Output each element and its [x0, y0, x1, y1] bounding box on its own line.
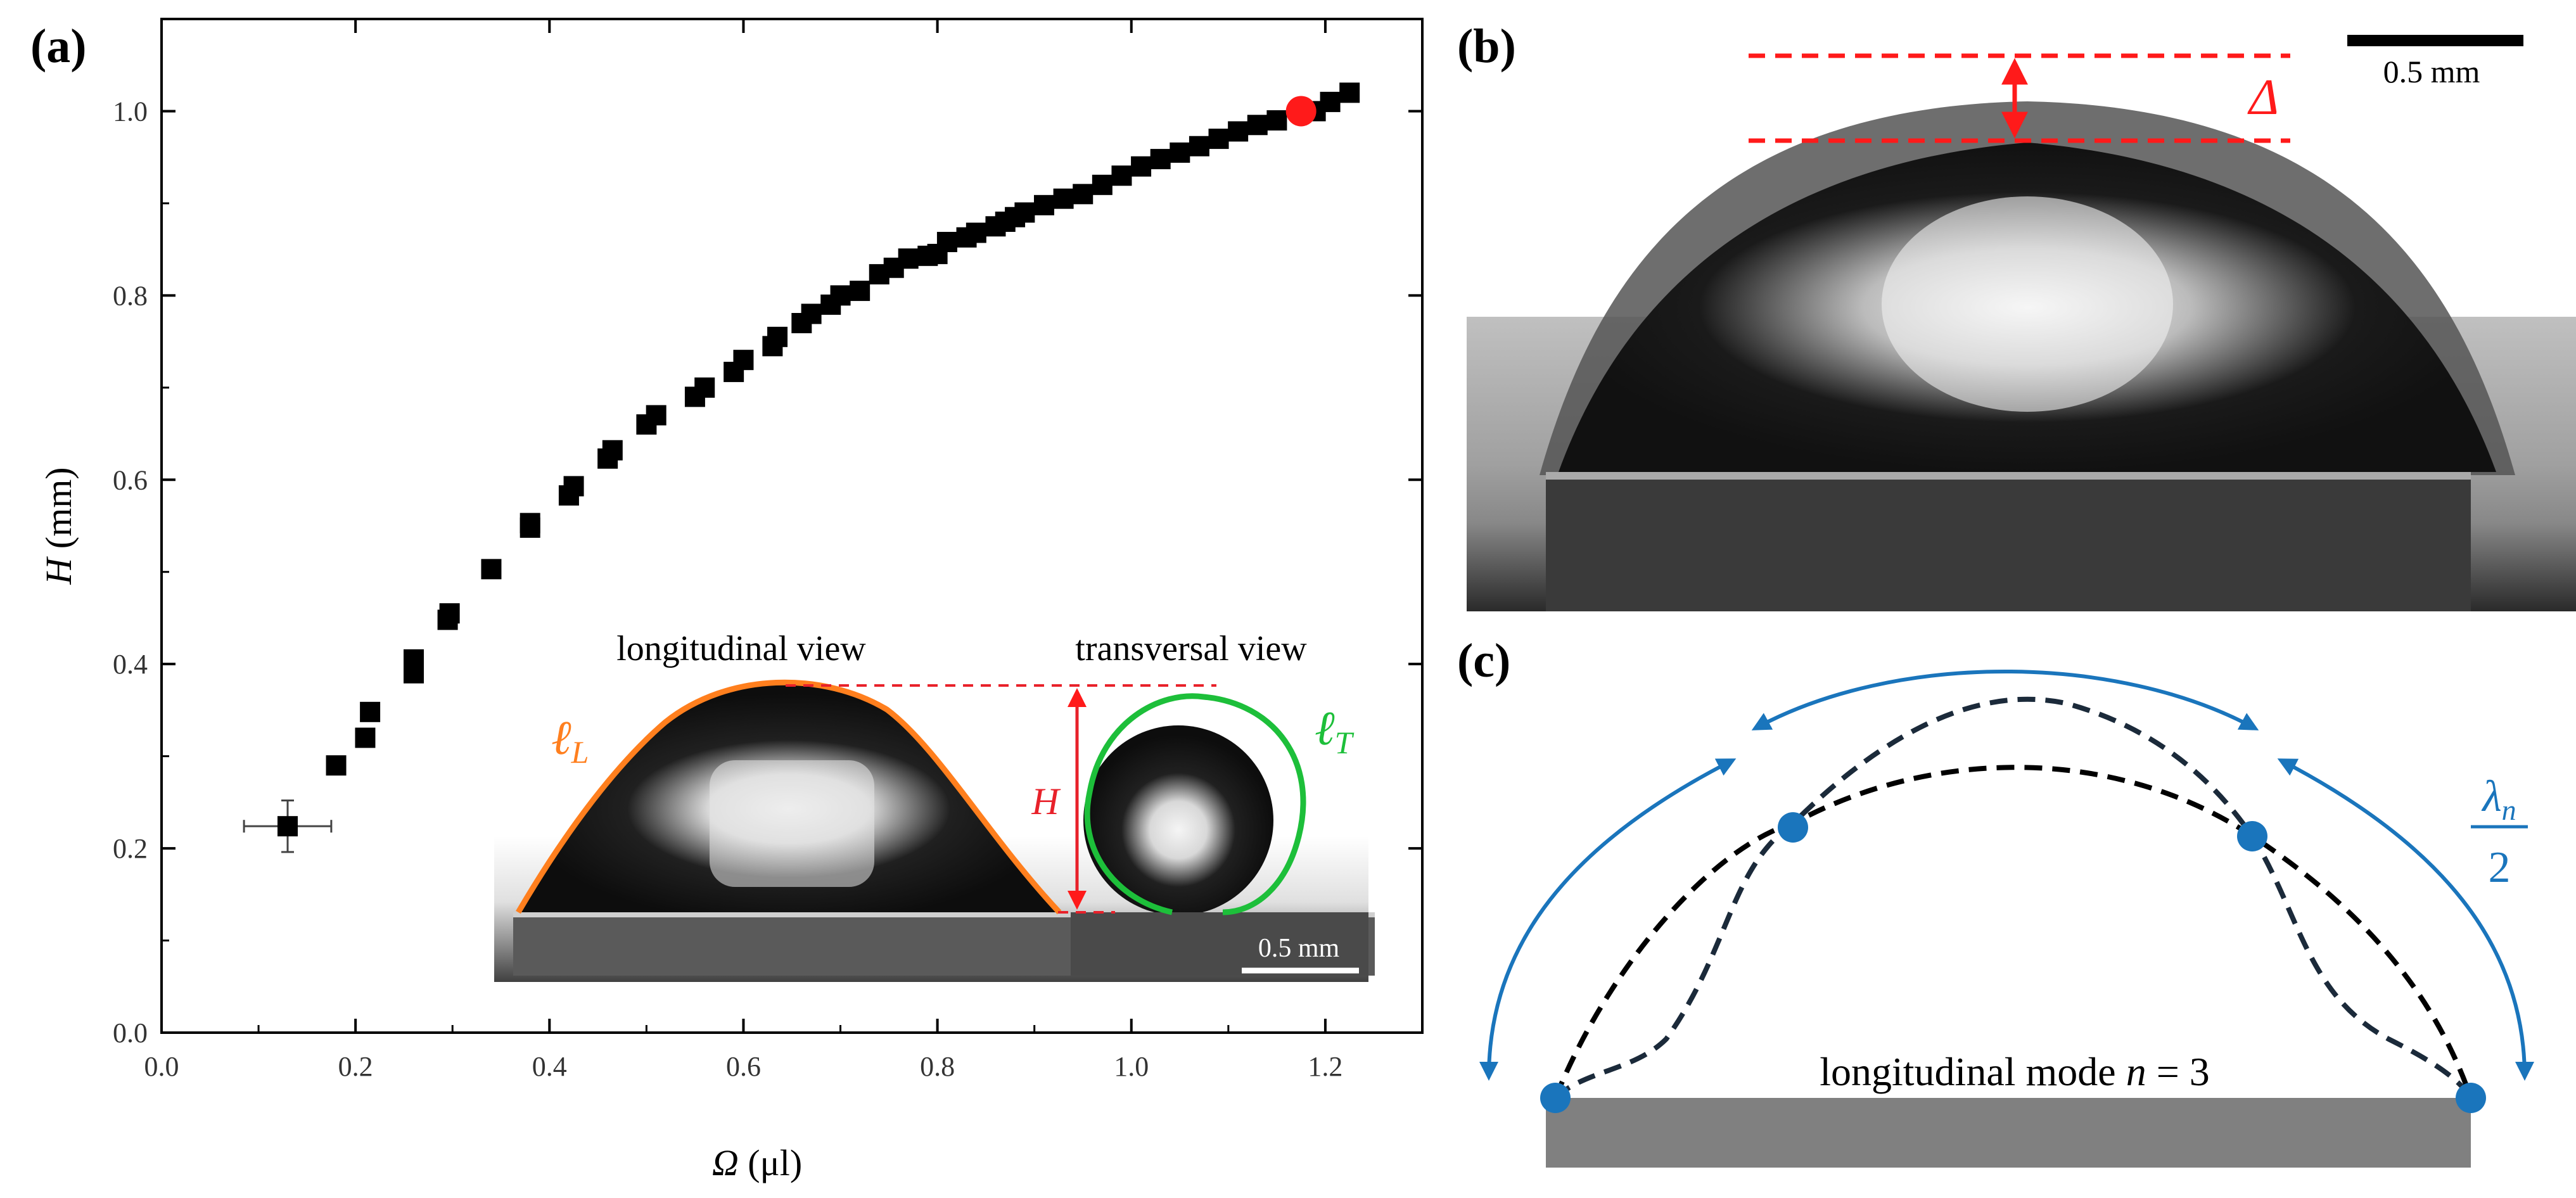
node-point — [2237, 821, 2267, 851]
data-point — [936, 232, 957, 252]
data-point — [404, 649, 424, 670]
data-point — [360, 701, 381, 722]
x-tick-label: 0.8 — [920, 1051, 955, 1082]
l-T-outline — [1084, 693, 1306, 915]
panel-b — [1467, 0, 2576, 611]
panel-a: (a) 0.0 0.2 0.4 0.6 0.8 1.0 1.2 0.00.20.40.60.… — [30, 18, 1424, 1183]
panel-b-scale-bar — [2347, 35, 2523, 46]
data-point — [801, 303, 822, 324]
data-point — [1228, 121, 1249, 142]
data-point — [966, 222, 986, 243]
inset-lT-label: ℓT — [1315, 702, 1355, 760]
inset-scale-text: 0.5 mm — [1258, 934, 1340, 963]
x-tick-label: 0.4 — [532, 1051, 567, 1082]
inset-transversal-title: transversal view — [1075, 629, 1307, 668]
data-point — [520, 513, 540, 533]
x-axis-symbol: Ω — [712, 1142, 739, 1183]
data-point — [563, 476, 584, 497]
y-tick-label: 1.0 — [113, 96, 148, 127]
data-point — [1150, 149, 1171, 170]
x-axis-unit: (μl) — [748, 1142, 802, 1183]
y-tick-label: 0.0 — [113, 1017, 148, 1048]
y-tick-label: 0.2 — [113, 833, 148, 864]
data-point — [1170, 142, 1190, 163]
transversal-drop — [1083, 725, 1273, 915]
wavelength-arc-right — [2277, 758, 2534, 1081]
panel-b-delta-label: Δ — [2247, 70, 2279, 125]
data-point — [1320, 91, 1341, 112]
node-point — [2456, 1083, 2486, 1113]
y-tick-label: 0.8 — [113, 280, 148, 311]
data-point — [1092, 174, 1113, 195]
panel-b-label: (b) — [1457, 20, 1516, 73]
inset-height-label: H — [1031, 781, 1061, 822]
data-point — [898, 248, 919, 269]
data-point — [694, 377, 715, 398]
x-tick-label: 0.2 — [338, 1051, 373, 1082]
wavelength-arc-left — [1479, 758, 1737, 1081]
x-tick-label: 0.6 — [726, 1051, 761, 1082]
data-point — [1247, 115, 1268, 136]
axis-ticks — [160, 18, 1424, 1034]
data-point — [646, 405, 666, 426]
mode-label: longitudinal mode n = 3 — [1820, 1049, 2210, 1094]
y-axis-unit: (mm) — [38, 467, 79, 549]
data-point — [1189, 136, 1209, 156]
wavelength-arc-middle — [1751, 670, 2259, 730]
data-point — [1111, 165, 1132, 186]
l-L-outline — [516, 679, 1062, 915]
data-point — [1131, 156, 1152, 177]
data-point — [1339, 82, 1360, 103]
data-point — [1208, 129, 1229, 150]
data-point — [1053, 188, 1074, 209]
data-point — [355, 727, 376, 748]
data-marks — [243, 82, 1360, 853]
inset-lL-label: ℓL — [551, 711, 589, 770]
panel-a-label: (a) — [30, 20, 87, 73]
node-point — [1540, 1083, 1571, 1113]
panel-b-scale-text: 0.5 mm — [2383, 54, 2480, 89]
x-tick-labels: 0.0 0.2 0.4 0.6 0.8 1.0 1.2 — [144, 1051, 1343, 1082]
lambda-denominator: 2 — [2489, 843, 2511, 892]
y-axis-label: H (mm) — [38, 467, 79, 585]
substrate — [1546, 1098, 2471, 1168]
panel-c-label: (c) — [1457, 634, 1510, 687]
panel-b-substrate — [1546, 472, 2471, 611]
data-point — [1073, 184, 1094, 205]
data-point — [733, 350, 754, 371]
x-tick-label: 1.0 — [1114, 1051, 1149, 1082]
y-tick-label: 0.6 — [113, 464, 148, 495]
y-axis-symbol: H — [38, 556, 79, 585]
data-point — [830, 285, 851, 306]
panel-c — [1479, 670, 2534, 1168]
data-point — [326, 755, 347, 776]
x-tick-label: 0.0 — [144, 1051, 179, 1082]
data-point — [439, 603, 460, 624]
data-point — [602, 440, 623, 461]
node-point — [1778, 812, 1808, 843]
data-point — [1266, 110, 1287, 131]
data-point — [767, 326, 788, 347]
y-tick-labels: 0.0 0.2 0.4 0.6 0.8 1.0 — [113, 96, 148, 1048]
inset-photo — [494, 679, 1375, 982]
highlighted-data-point — [1285, 96, 1317, 127]
data-point — [277, 816, 298, 837]
data-point — [1014, 202, 1035, 223]
data-point — [481, 559, 502, 580]
plot-frame — [160, 18, 1424, 1034]
data-point — [850, 281, 870, 302]
x-tick-label: 1.2 — [1308, 1051, 1342, 1082]
y-tick-label: 0.4 — [113, 649, 148, 680]
mode-shape — [1553, 696, 2473, 1100]
lambda-numerator: λn — [2481, 772, 2516, 826]
x-axis-label: Ω (μl) — [712, 1142, 802, 1183]
inset-longitudinal-title: longitudinal view — [616, 629, 866, 668]
data-point — [1034, 194, 1054, 215]
equilibrium-profile — [1553, 765, 2473, 1099]
